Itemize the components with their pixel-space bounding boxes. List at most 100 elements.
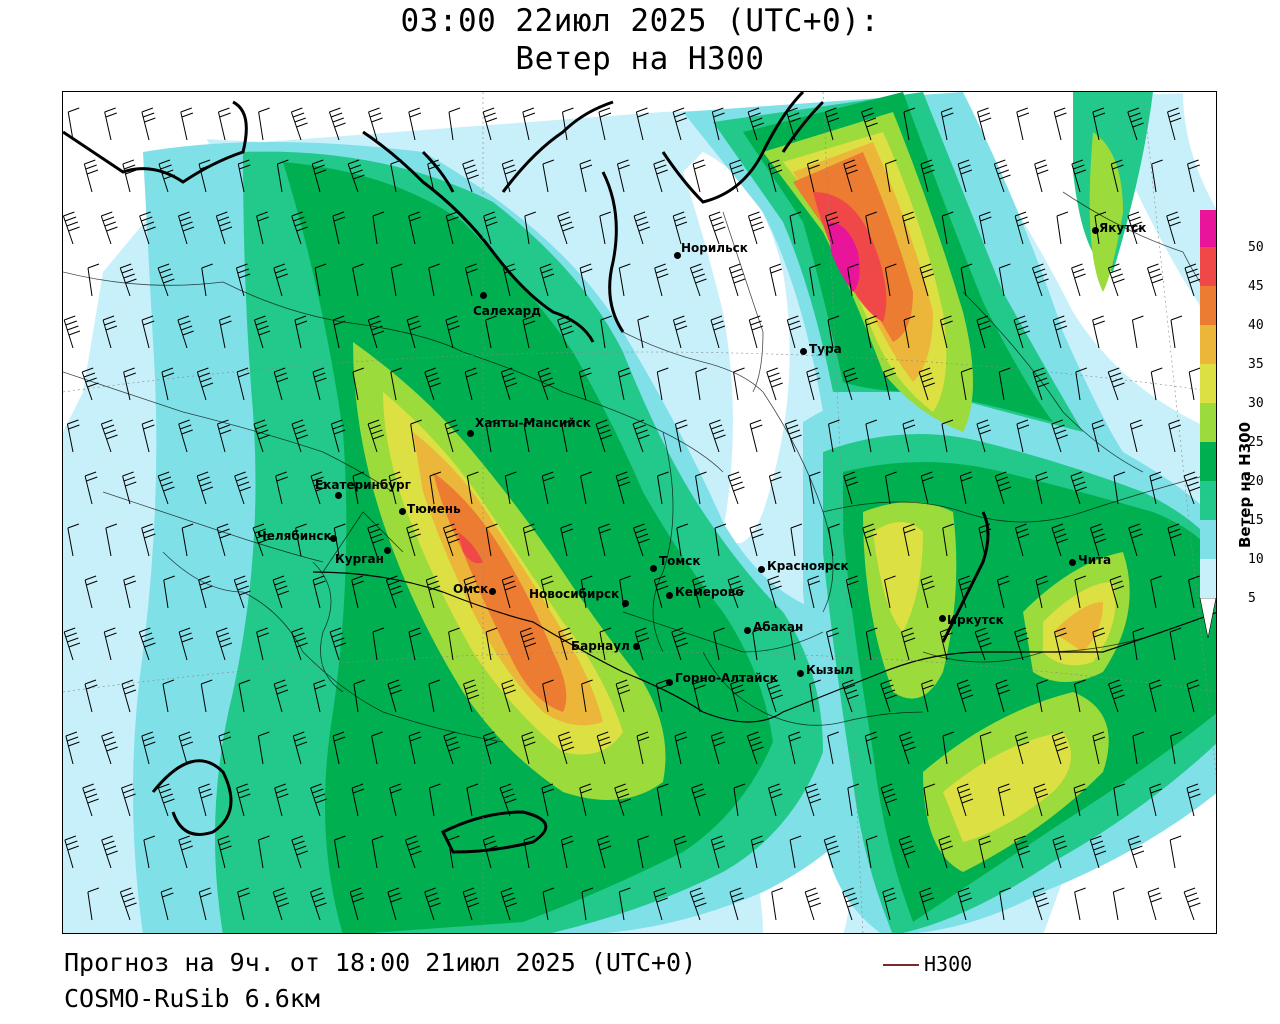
wind-barb — [809, 263, 821, 297]
wind-barb — [635, 107, 649, 141]
wind-barb — [959, 471, 973, 505]
scale-tick-20: 20 — [1248, 474, 1264, 489]
wind-barb — [978, 211, 992, 245]
city-label-omsk: Омск — [453, 582, 489, 596]
wind-barb — [596, 731, 612, 765]
wind-barb — [389, 783, 402, 817]
wind-barb — [898, 835, 916, 869]
wind-barb — [767, 575, 782, 609]
wind-barb — [163, 575, 175, 609]
wind-barb — [1032, 887, 1050, 921]
scale-swatch — [1200, 208, 1216, 247]
wind-barb — [466, 783, 479, 817]
wind-barb — [692, 159, 706, 193]
wind-barb — [710, 835, 726, 869]
wind-barb — [1183, 887, 1201, 921]
wind-barb — [1113, 783, 1126, 817]
wind-barb — [406, 523, 421, 557]
city-label-yakutsk: Якутск — [1099, 221, 1147, 235]
wind-barb — [711, 107, 725, 141]
wind-barb — [561, 419, 573, 453]
city-label-kyzyl: Кызыл — [806, 663, 854, 677]
wind-barb — [1090, 523, 1107, 557]
region-boundaries — [63, 191, 1216, 743]
wind-barb — [942, 731, 955, 765]
wind-barb — [1034, 159, 1049, 193]
city-label-chita: Чита — [1078, 553, 1112, 567]
wind-barb — [786, 107, 801, 141]
scale-swatch — [1200, 286, 1216, 325]
wind-barb — [123, 575, 137, 609]
wind-barb — [425, 575, 441, 609]
wind-barb — [485, 315, 497, 349]
wind-barb — [617, 367, 631, 401]
wind-barb — [1013, 315, 1031, 349]
wind-barb — [408, 627, 422, 661]
wind-barb — [272, 575, 289, 609]
wind-barb — [561, 107, 574, 141]
wind-barb — [367, 419, 385, 453]
city-label-tomsk: Томск — [659, 554, 701, 568]
wind-barb — [1167, 107, 1182, 141]
wind-barb — [618, 263, 631, 297]
wind-barb — [428, 263, 440, 297]
wind-barb — [616, 159, 630, 193]
wind-barb — [351, 783, 365, 817]
city-dot-yakutsk — [1092, 227, 1099, 234]
wind-barb — [238, 679, 251, 713]
wind-barb — [827, 731, 839, 765]
wind-barb — [632, 419, 650, 453]
wind-barb — [178, 419, 193, 453]
city-dot-ekaterinburg — [335, 492, 342, 499]
scale-swatch — [1200, 364, 1216, 403]
wind-barb — [464, 367, 478, 401]
wind-barb — [1071, 159, 1086, 193]
wind-barb — [408, 731, 422, 765]
wind-barb — [727, 575, 745, 609]
scale-tick-10: 10 — [1248, 552, 1264, 567]
wind-barb — [1074, 575, 1087, 609]
wind-barb — [997, 783, 1011, 817]
wind-barb — [823, 835, 841, 869]
contour-line-swatch — [883, 964, 919, 966]
wind-barb — [826, 627, 839, 661]
wind-barb — [1128, 523, 1143, 557]
wind-barb — [672, 107, 688, 141]
city-dot-irkutsk — [939, 615, 946, 622]
wind-barb — [216, 523, 232, 557]
wind-barb — [766, 679, 783, 713]
wind-barb — [956, 679, 974, 713]
wind-barb — [445, 211, 459, 245]
wind-barb — [347, 159, 365, 193]
scale-tick-50: 50 — [1248, 240, 1264, 255]
wind-barb — [178, 627, 194, 661]
wind-barb — [1070, 471, 1087, 505]
wind-barb — [290, 107, 308, 141]
wind-barb — [1132, 627, 1145, 661]
wind-barb — [63, 315, 81, 349]
wind-barb — [994, 471, 1012, 505]
wind-barb — [766, 367, 783, 401]
wind-barb — [752, 627, 764, 661]
wind-barb — [314, 263, 327, 297]
wind-barb — [312, 367, 327, 401]
wind-barb — [790, 523, 803, 557]
wind-barb — [692, 575, 707, 609]
wind-barb — [100, 211, 118, 245]
wind-barb — [310, 783, 327, 817]
wind-barb — [1188, 575, 1200, 609]
wind-barb — [979, 731, 992, 765]
wind-barb — [747, 107, 765, 141]
wind-barb — [1169, 627, 1182, 661]
wind-barb — [865, 211, 877, 245]
wind-barb — [119, 263, 137, 297]
city-dot-salekhard — [480, 292, 487, 299]
wind-barb — [1186, 679, 1200, 713]
wind-barb — [141, 107, 156, 141]
wind-barb — [1151, 159, 1163, 193]
wind-barb — [921, 679, 934, 713]
field-45-omsk — [458, 532, 483, 564]
wind-barb — [789, 627, 802, 661]
field-50 — [828, 222, 860, 292]
wind-barb — [769, 263, 783, 297]
